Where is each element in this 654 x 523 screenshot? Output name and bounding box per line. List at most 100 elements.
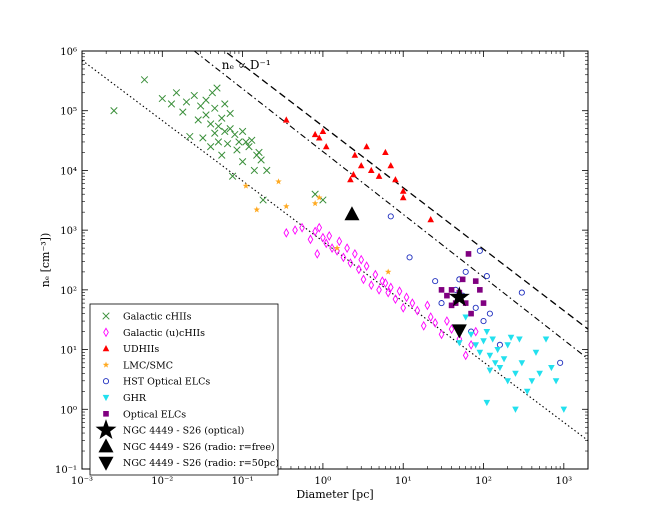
data-point bbox=[376, 284, 382, 295]
data-point bbox=[352, 249, 358, 259]
legend-label: LMC/SMC bbox=[123, 360, 173, 371]
data-point bbox=[427, 216, 435, 223]
data-point bbox=[472, 278, 479, 284]
data-point bbox=[427, 312, 434, 322]
data-point bbox=[528, 378, 536, 385]
legend-label: Galactic cHIIs bbox=[123, 312, 192, 323]
data-point bbox=[414, 305, 421, 316]
data-point bbox=[480, 300, 487, 306]
y-tick-label: 10⁴ bbox=[60, 166, 77, 177]
legend-marker bbox=[98, 438, 114, 453]
data-point bbox=[396, 286, 403, 297]
data-point bbox=[472, 304, 479, 311]
data-point bbox=[406, 254, 413, 261]
data-point bbox=[448, 286, 470, 307]
series-0 bbox=[110, 76, 327, 204]
data-point bbox=[357, 162, 365, 169]
data-point bbox=[211, 104, 219, 112]
y-tick-label: 10⁻¹ bbox=[55, 465, 77, 476]
data-point bbox=[206, 143, 215, 151]
legend-box bbox=[89, 303, 279, 476]
data-point bbox=[226, 125, 234, 133]
data-point bbox=[221, 127, 229, 136]
data-point bbox=[476, 349, 484, 356]
data-point bbox=[323, 238, 330, 249]
legend-marker bbox=[103, 327, 109, 338]
data-point bbox=[468, 310, 474, 317]
data-point bbox=[387, 282, 394, 293]
legend-marker bbox=[102, 312, 110, 320]
data-point bbox=[326, 231, 333, 241]
data-point bbox=[438, 287, 445, 293]
data-point bbox=[379, 276, 386, 287]
legend: Galactic cHIIs Galactic (u)cHIIs UDHIIs LMC… bbox=[89, 303, 279, 476]
legend-marker bbox=[95, 419, 117, 439]
data-point bbox=[477, 287, 483, 293]
data-point bbox=[516, 336, 523, 343]
data-point bbox=[363, 261, 370, 271]
data-point bbox=[299, 222, 305, 233]
data-point bbox=[311, 130, 319, 138]
data-point bbox=[480, 318, 487, 325]
data-point bbox=[213, 84, 221, 92]
data-point bbox=[311, 190, 319, 198]
data-point bbox=[282, 116, 290, 123]
data-point bbox=[360, 274, 367, 285]
legend-marker bbox=[102, 345, 110, 352]
y-tick-label: 10² bbox=[60, 286, 77, 297]
data-point bbox=[400, 302, 407, 313]
line-annotation: nₑ ∝ D⁻¹ bbox=[222, 58, 271, 72]
data-point bbox=[319, 127, 327, 135]
data-point bbox=[472, 342, 480, 349]
data-point bbox=[190, 91, 198, 100]
data-point bbox=[314, 249, 321, 259]
data-point bbox=[403, 292, 410, 303]
x-tick-label: 10⁰ bbox=[315, 476, 332, 487]
legend-label: NGC 4449 - S26 (radio: r=free) bbox=[123, 442, 275, 453]
legend-marker bbox=[102, 361, 110, 368]
data-point bbox=[486, 352, 494, 359]
data-point bbox=[316, 194, 323, 201]
data-point bbox=[451, 324, 467, 339]
data-point bbox=[322, 143, 330, 150]
data-point bbox=[468, 339, 474, 350]
x-tick-label: 10⁻¹ bbox=[232, 476, 254, 487]
data-point bbox=[231, 130, 239, 139]
data-point bbox=[444, 316, 450, 326]
data-point bbox=[275, 178, 282, 185]
data-point bbox=[491, 360, 499, 367]
data-point bbox=[399, 194, 407, 201]
data-point bbox=[167, 100, 176, 108]
data-point bbox=[462, 300, 469, 306]
data-point bbox=[465, 251, 472, 257]
data-point bbox=[315, 134, 323, 141]
data-point bbox=[399, 187, 407, 194]
data-point bbox=[259, 196, 267, 204]
legend-label: NGC 4449 - S26 (radio: r=50pc) bbox=[123, 458, 279, 469]
data-point bbox=[486, 310, 493, 317]
data-point bbox=[382, 278, 389, 288]
y-tick-label: 10⁰ bbox=[60, 405, 77, 416]
data-point bbox=[172, 89, 181, 97]
data-point bbox=[462, 268, 469, 275]
data-point bbox=[350, 171, 357, 178]
data-point bbox=[235, 138, 243, 146]
data-point bbox=[202, 96, 210, 104]
data-point bbox=[226, 109, 234, 118]
x-tick-label: 10⁻³ bbox=[71, 476, 93, 487]
data-point bbox=[518, 289, 525, 296]
data-point bbox=[196, 102, 205, 110]
data-point bbox=[347, 176, 354, 183]
series-5 bbox=[456, 314, 568, 413]
data-point bbox=[372, 269, 379, 280]
reference-line-dashdot bbox=[193, 51, 588, 360]
data-point bbox=[245, 143, 253, 151]
data-point bbox=[472, 326, 479, 337]
y-tick-label: 10³ bbox=[60, 226, 77, 237]
data-point bbox=[483, 273, 490, 280]
data-point bbox=[263, 166, 271, 175]
data-point bbox=[500, 356, 508, 363]
data-point bbox=[214, 138, 223, 146]
legend-label: Optical ELCs bbox=[123, 409, 186, 420]
